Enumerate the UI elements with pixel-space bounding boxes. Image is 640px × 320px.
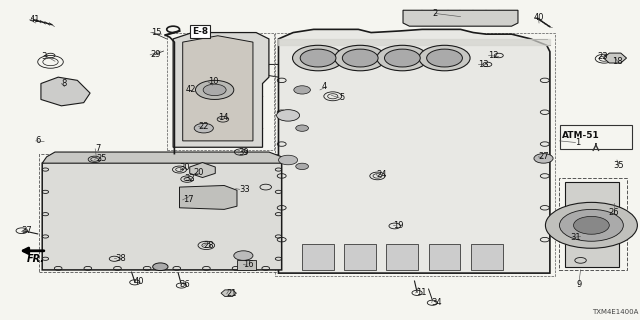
Circle shape	[377, 45, 428, 71]
Text: 21: 21	[227, 289, 237, 298]
Text: 4: 4	[321, 82, 326, 91]
Text: 16: 16	[243, 260, 254, 269]
Text: 20: 20	[193, 168, 204, 177]
Text: 26: 26	[609, 208, 619, 217]
Text: 42: 42	[186, 85, 196, 94]
Circle shape	[300, 49, 336, 67]
Text: 19: 19	[394, 221, 404, 230]
Polygon shape	[403, 10, 518, 26]
Bar	[387, 244, 419, 270]
Text: 25: 25	[97, 154, 107, 163]
Circle shape	[419, 45, 470, 71]
Polygon shape	[42, 152, 282, 163]
Text: 17: 17	[182, 195, 193, 204]
Bar	[167, 33, 274, 150]
Text: 30: 30	[179, 164, 190, 172]
Polygon shape	[564, 182, 619, 267]
Circle shape	[278, 155, 298, 165]
Text: E-8: E-8	[192, 27, 208, 36]
Text: 39: 39	[238, 148, 249, 157]
Text: 23: 23	[597, 52, 607, 60]
Text: 28: 28	[204, 241, 214, 250]
Text: 34: 34	[432, 298, 442, 307]
Polygon shape	[189, 163, 215, 178]
Circle shape	[195, 80, 234, 100]
Circle shape	[335, 45, 386, 71]
Text: 33: 33	[239, 185, 250, 194]
Text: 13: 13	[478, 60, 489, 69]
Text: 27: 27	[538, 152, 549, 161]
Text: 40: 40	[533, 13, 543, 22]
Polygon shape	[182, 36, 253, 141]
Bar	[560, 125, 632, 149]
Text: 14: 14	[218, 114, 228, 123]
Polygon shape	[604, 53, 627, 63]
Circle shape	[534, 154, 553, 163]
Circle shape	[276, 110, 300, 121]
Circle shape	[234, 251, 253, 260]
Text: 11: 11	[416, 288, 426, 297]
Circle shape	[342, 49, 378, 67]
Text: 24: 24	[376, 170, 387, 179]
Text: 35: 35	[614, 161, 624, 170]
Circle shape	[296, 163, 308, 170]
Text: 41: 41	[29, 15, 40, 24]
Text: 3: 3	[42, 52, 47, 61]
Text: 29: 29	[150, 50, 161, 59]
Circle shape	[559, 209, 623, 241]
Circle shape	[427, 49, 463, 67]
Text: 5: 5	[339, 93, 344, 102]
Circle shape	[545, 202, 637, 248]
Text: 36: 36	[179, 280, 190, 289]
Text: 2: 2	[433, 9, 438, 18]
Circle shape	[194, 123, 213, 133]
Text: 1: 1	[575, 138, 580, 147]
Text: 31: 31	[570, 233, 580, 242]
Polygon shape	[221, 290, 236, 297]
Text: 6: 6	[36, 136, 41, 145]
Bar	[275, 33, 555, 276]
Text: 8: 8	[61, 79, 67, 88]
Polygon shape	[42, 157, 282, 270]
Text: ATM-51: ATM-51	[562, 131, 600, 140]
Polygon shape	[278, 29, 550, 273]
Polygon shape	[179, 186, 237, 209]
Text: 18: 18	[612, 57, 623, 66]
Circle shape	[296, 125, 308, 131]
Circle shape	[573, 216, 609, 234]
Bar	[471, 244, 503, 270]
Bar	[237, 260, 256, 270]
Text: 9: 9	[576, 280, 581, 289]
Bar	[302, 244, 334, 270]
Text: TXM4E1400A: TXM4E1400A	[591, 308, 638, 315]
Circle shape	[292, 45, 344, 71]
Bar	[39, 154, 285, 271]
Bar	[429, 244, 461, 270]
Circle shape	[153, 263, 168, 270]
Text: 15: 15	[151, 28, 161, 37]
Text: 22: 22	[198, 122, 209, 131]
Text: 37: 37	[21, 226, 32, 235]
Text: FR.: FR.	[27, 254, 45, 264]
Circle shape	[294, 86, 310, 94]
Circle shape	[385, 49, 420, 67]
Polygon shape	[41, 77, 90, 106]
Bar	[344, 244, 376, 270]
Text: 10: 10	[208, 77, 219, 86]
Text: 7: 7	[95, 144, 100, 153]
Text: 32: 32	[184, 174, 195, 183]
Text: 40: 40	[134, 277, 144, 286]
Polygon shape	[173, 33, 269, 147]
Bar	[559, 178, 627, 270]
Circle shape	[203, 84, 226, 96]
Text: 38: 38	[116, 254, 126, 263]
Text: 12: 12	[488, 51, 499, 60]
